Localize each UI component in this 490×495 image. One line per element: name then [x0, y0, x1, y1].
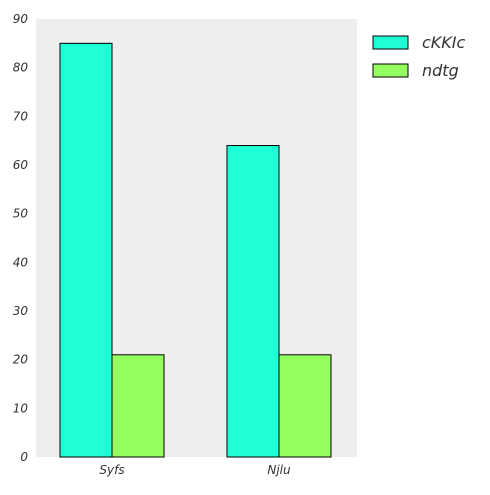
legend-label-cKKIc: cKKIc — [422, 33, 466, 52]
legend-swatch-ndtg — [372, 63, 409, 78]
y-tick-label: 60 — [13, 158, 29, 172]
y-tick-label: 70 — [13, 109, 29, 123]
y-tick-label: 0 — [20, 450, 28, 464]
y-tick-label: 80 — [13, 61, 29, 75]
x-tick-label-Syfs: Syfs — [99, 463, 124, 477]
bar-cKKIc-Syfs — [59, 42, 113, 458]
bars-layer — [59, 42, 332, 458]
bar-cKKIc-Njlu — [226, 145, 280, 458]
x-axis-ticks: Syfs Njlu — [99, 463, 291, 477]
y-tick-label: 40 — [13, 255, 29, 269]
y-tick-label: 90 — [13, 12, 29, 26]
legend: cKKIc ndtg — [372, 33, 466, 80]
bar-ndtg-Njlu — [278, 354, 332, 458]
legend-label-ndtg: ndtg — [422, 61, 459, 80]
y-tick-label: 50 — [13, 207, 29, 221]
y-axis-ticks: 0 10 20 30 40 50 60 70 80 90 — [13, 12, 29, 464]
y-tick-label: 20 — [13, 353, 29, 367]
bar-ndtg-Syfs — [111, 354, 165, 458]
y-tick-label: 30 — [13, 304, 29, 318]
x-tick-label-Njlu: Njlu — [267, 463, 291, 477]
legend-swatch-cKKIc — [372, 35, 409, 50]
y-tick-label: 10 — [13, 401, 29, 415]
